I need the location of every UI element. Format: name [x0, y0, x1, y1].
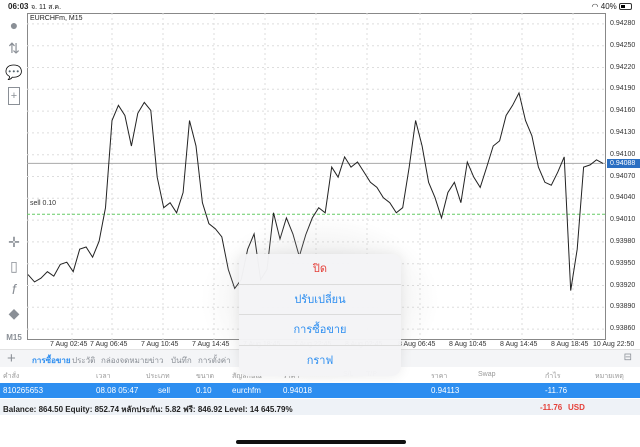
- price-line-series: [27, 91, 604, 291]
- table-cell: eurchfm: [232, 386, 261, 395]
- y-tick-label: 0.94130: [610, 128, 636, 136]
- y-tick-label: 0.93920: [610, 281, 636, 289]
- table-row[interactable]: 810265653 08.08 05:47 sell 0.10 eurchfm 0.940…: [0, 383, 640, 398]
- table-cell: 0.94113: [431, 386, 460, 395]
- x-tick-label: 8 Aug 14:45: [500, 341, 538, 348]
- timeframe-button[interactable]: M15: [6, 333, 22, 342]
- x-tick-label: 7 Aug 10:45: [141, 341, 179, 348]
- home-indicator[interactable]: [236, 440, 406, 444]
- y-tick-label: 0.94070: [610, 172, 636, 180]
- y-tick-label: 0.94010: [610, 216, 636, 224]
- menu-item-modify[interactable]: ปรับเปลี่ยน: [239, 285, 401, 315]
- y-tick-label: 0.94220: [610, 63, 636, 71]
- table-cell: -11.76: [545, 386, 568, 395]
- table-cell: sell: [158, 386, 171, 395]
- y-tick-label: 0.93860: [610, 325, 636, 333]
- status-right: ◠ 40%: [592, 2, 632, 11]
- status-date: จ. 11 ส.ค.: [31, 4, 62, 11]
- indicators-icon[interactable]: ▯: [10, 258, 18, 274]
- column-header[interactable]: Swap: [478, 371, 496, 378]
- tab-4[interactable]: บันทึก: [171, 356, 192, 365]
- menu-item-chart[interactable]: กราฟ: [306, 354, 334, 367]
- y-tick-label: 0.94190: [610, 85, 636, 93]
- table-cell: 0.10: [196, 386, 212, 395]
- total-profit: -11.76: [540, 403, 563, 412]
- action-menu: ปิด ปรับเปลี่ยน การซื้อขาย กราฟ: [239, 254, 401, 376]
- x-tick-label: 8 Aug 10:45: [449, 341, 487, 348]
- function-icon[interactable]: f: [12, 281, 16, 297]
- new-document-icon[interactable]: +: [8, 87, 20, 105]
- balance-row: Balance: 864.50 Equity: 852.74 หลักประกั…: [0, 399, 640, 415]
- x-tick-label: 10 Aug 22:50: [593, 341, 635, 348]
- column-header[interactable]: เวลา: [96, 373, 111, 380]
- menu-item-trade[interactable]: การซื้อขาย: [239, 315, 401, 346]
- tab-0[interactable]: การซื้อขาย: [32, 356, 71, 365]
- tab-3[interactable]: ข่าว: [149, 356, 164, 365]
- y-tick-label: 0.94280: [610, 19, 636, 27]
- currency: USD: [568, 403, 585, 412]
- balance-text: Balance: 864.50 Equity: 852.74 หลักประกั…: [3, 405, 293, 414]
- x-tick-label: 7 Aug 06:45: [90, 341, 128, 348]
- y-tick-label: 0.94250: [610, 41, 636, 49]
- y-tick-label: 0.93890: [610, 303, 636, 311]
- chat-icon[interactable]: 💬: [5, 64, 23, 80]
- x-tick-label: 8 Aug 18:45: [551, 341, 589, 348]
- column-header[interactable]: กำไร: [545, 373, 561, 380]
- y-tick-label: 0.93980: [610, 237, 636, 245]
- battery-icon: [619, 3, 632, 11]
- column-header[interactable]: คำสั่ง: [3, 373, 20, 380]
- column-header[interactable]: หมายเหตุ: [595, 373, 624, 380]
- chart-svg: [27, 13, 606, 340]
- x-tick-label: 7 Aug 02:45: [50, 341, 88, 348]
- y-tick-label: 0.94040: [610, 194, 636, 202]
- sell-line-label: sell 0.10: [30, 200, 57, 207]
- menu-item-close[interactable]: ปิด: [239, 254, 401, 285]
- y-tick-label: 0.93950: [610, 259, 636, 267]
- left-toolbar: ● ⇅ 💬 + ✛ ▯ f ◆ M15: [0, 13, 27, 348]
- chart-symbol: EURCHFm, M15: [30, 15, 83, 22]
- table-cell: 810265653: [3, 386, 44, 395]
- tab-1[interactable]: ประวัติ: [72, 356, 96, 365]
- status-bar: 06:03 จ. 11 ส.ค. ◠ 40%: [0, 0, 640, 13]
- status-time: 06:03: [8, 2, 29, 11]
- battery-percent: 40%: [600, 2, 617, 11]
- column-header[interactable]: ประเภท: [146, 373, 170, 380]
- objects-icon[interactable]: ◆: [8, 305, 20, 321]
- current-price-label: 0.94088: [607, 159, 640, 169]
- table-cell: 08.08 05:47: [96, 386, 139, 395]
- wifi-icon: ◠: [591, 2, 599, 11]
- y-tick-label: 0.94100: [610, 150, 636, 158]
- account-icon[interactable]: ●: [9, 17, 19, 33]
- tab-2[interactable]: กล่องจดหมาย: [101, 356, 150, 365]
- price-chart[interactable]: [27, 13, 606, 340]
- table-cell: 0.94018: [283, 386, 312, 395]
- price-axis: 0.94280 0.94250 0.94220 0.94190 0.94160 0.941…: [606, 13, 640, 340]
- trade-arrows-icon[interactable]: ⇅: [8, 40, 20, 56]
- crosshair-icon[interactable]: ✛: [8, 234, 20, 250]
- y-tick-label: 0.94160: [610, 107, 636, 115]
- add-icon[interactable]: +: [7, 350, 16, 367]
- layout-icon[interactable]: ⊟: [623, 352, 632, 363]
